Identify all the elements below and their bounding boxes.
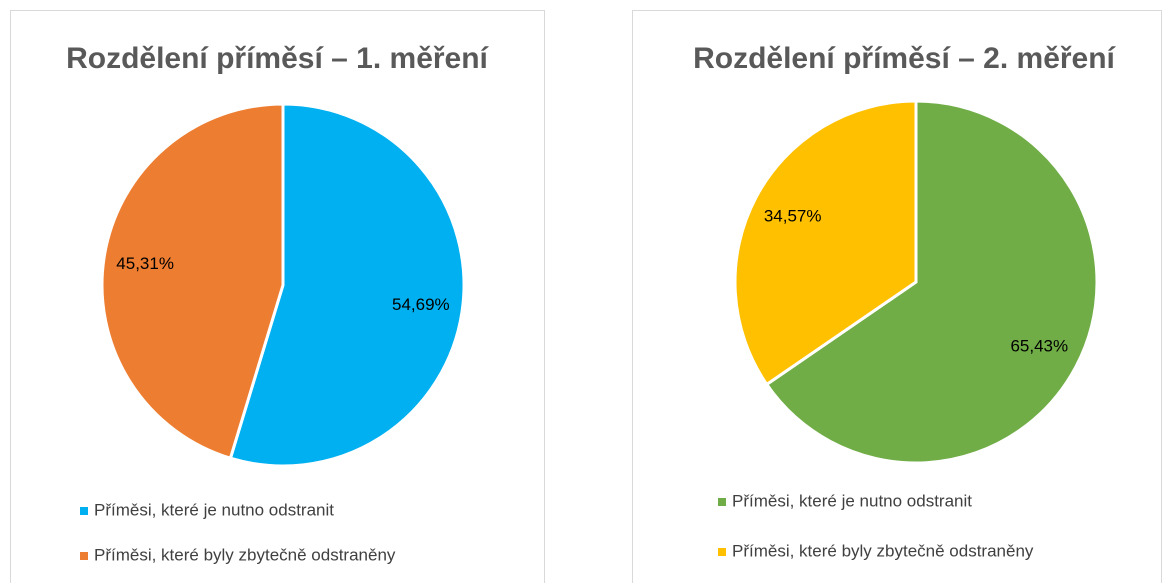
legend-marker	[718, 548, 726, 556]
pie-slice	[228, 102, 466, 468]
chart-title: Rozdělení příměsí – 1. měření	[66, 42, 489, 75]
legend-marker	[718, 498, 726, 506]
pie-slice	[733, 99, 918, 387]
legend-label: Příměsi, které je nutno odstranit	[94, 500, 334, 519]
chart-frame	[10, 10, 545, 583]
chart-frame	[632, 10, 1162, 583]
data-label: 54,69%	[392, 295, 450, 314]
pie-slice	[100, 102, 285, 461]
chart-title: Rozdělení příměsí – 2. měření	[693, 42, 1116, 75]
legend-label: Příměsi, které byly zbytečně odstraněny	[94, 545, 396, 564]
pie-slice	[764, 99, 1099, 465]
legend-label: Příměsi, které je nutno odstranit	[732, 491, 972, 510]
data-label: 65,43%	[1010, 336, 1068, 355]
data-label: 34,57%	[764, 207, 822, 226]
legend-marker	[80, 507, 88, 515]
data-label: 45,31%	[116, 254, 174, 273]
legend-marker	[80, 552, 88, 560]
legend-label: Příměsi, které byly zbytečně odstraněny	[732, 541, 1034, 560]
